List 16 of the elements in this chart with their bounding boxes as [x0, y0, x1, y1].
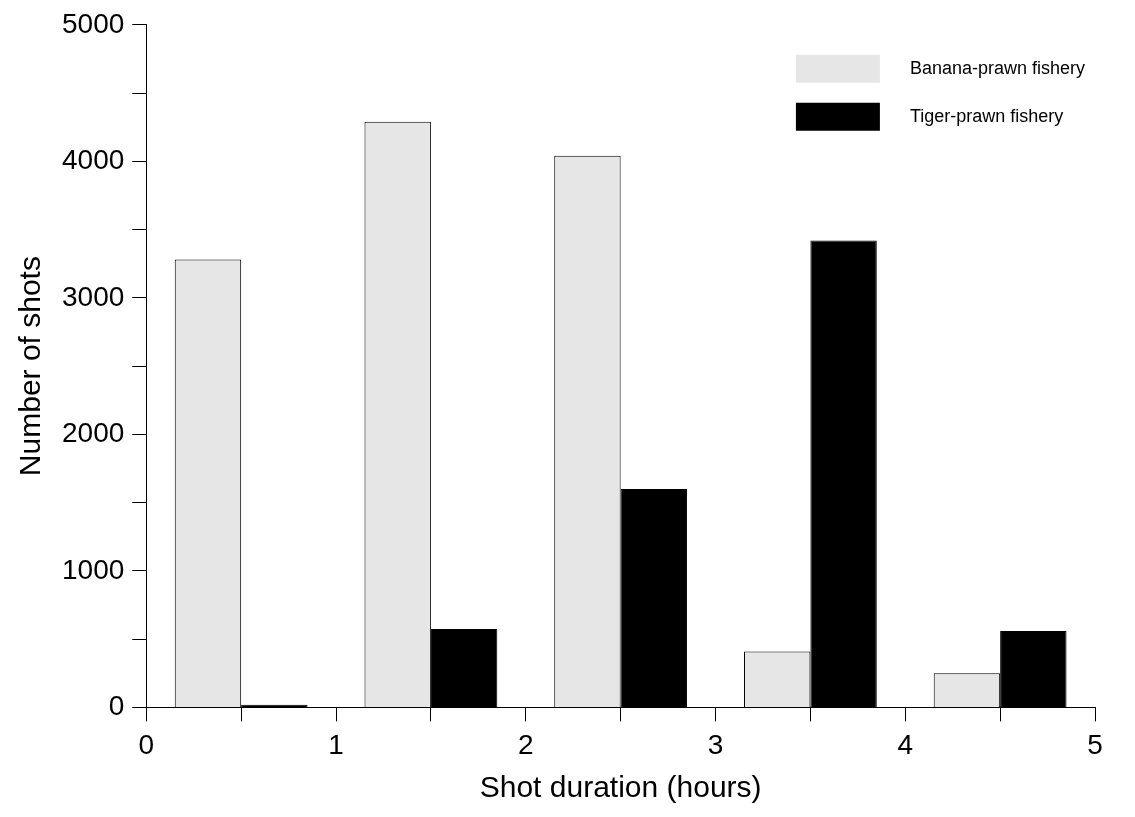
- y-axis-title: Number of shots: [13, 256, 47, 477]
- y-tick-label: 3000: [61, 280, 125, 312]
- y-tick-label: 2000: [61, 417, 125, 449]
- y-tick-label: 5000: [61, 7, 125, 39]
- x-tick-label: 3: [707, 728, 724, 760]
- legend-label: Tiger-prawn fishery: [909, 105, 1064, 126]
- x-tick-label: 4: [897, 728, 914, 760]
- y-tick-label: 1000: [61, 553, 125, 585]
- y-tick-label: 0: [108, 690, 125, 722]
- x-tick-label: 1: [328, 728, 344, 760]
- x-tick-label: 5: [1087, 728, 1103, 760]
- x-axis-title: Shot duration (hours): [479, 770, 762, 804]
- legend-label: Banana-prawn fishery: [909, 57, 1086, 78]
- x-tick-label: 0: [138, 728, 155, 760]
- x-tick-label: 2: [517, 728, 534, 760]
- y-tick-label: 4000: [61, 144, 125, 176]
